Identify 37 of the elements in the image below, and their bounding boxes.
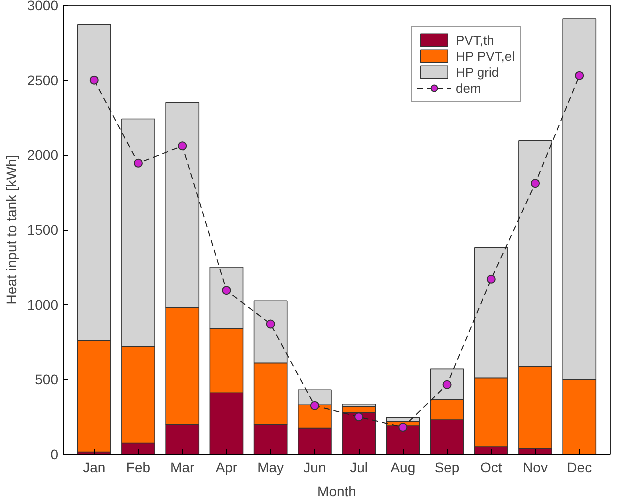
point: [90, 76, 99, 85]
point: [266, 320, 276, 329]
y-axis-title: Heat input to tank [kWh]: [3, 155, 20, 305]
x-tick-label: Jan: [83, 460, 106, 476]
legend-label: dem: [456, 80, 482, 96]
x-tick-label: Feb: [126, 460, 151, 476]
y-tick-label: 2000: [27, 147, 59, 164]
legend-label: HP grid: [456, 64, 500, 80]
x-tick-label: May: [258, 460, 284, 476]
x-tick-label: Nov: [523, 460, 548, 476]
y-tick-label: 0: [50, 446, 59, 462]
y-tick-label: 1000: [27, 296, 59, 313]
point: [134, 158, 143, 168]
x-tick-label: Sep: [434, 460, 460, 476]
bar: [386, 426, 420, 454]
point: [486, 274, 496, 284]
point: [178, 142, 188, 151]
point: [310, 401, 320, 410]
y-tick-label: 500: [35, 372, 59, 388]
y-tick-label: 2500: [27, 72, 59, 88]
y-tick-label: 1500: [27, 222, 59, 238]
x-tick-label: Jun: [304, 460, 326, 476]
y-tick-label: 3000: [27, 0, 59, 14]
point: [575, 71, 584, 80]
point: [398, 423, 408, 432]
point: [354, 412, 364, 422]
point: [222, 286, 232, 296]
point: [531, 179, 540, 188]
x-axis-title: Month: [318, 484, 356, 500]
x-tick-label: Aug: [390, 460, 416, 476]
legend-label: PVT,th: [456, 32, 494, 48]
x-tick-label: Oct: [480, 460, 502, 476]
x-tick-label: Mar: [170, 460, 195, 476]
x-tick-label: Apr: [216, 460, 238, 476]
x-tick-label: Jul: [350, 460, 368, 476]
legend-label: HP PVT,el: [456, 48, 516, 64]
x-tick-label: Dec: [567, 460, 592, 476]
